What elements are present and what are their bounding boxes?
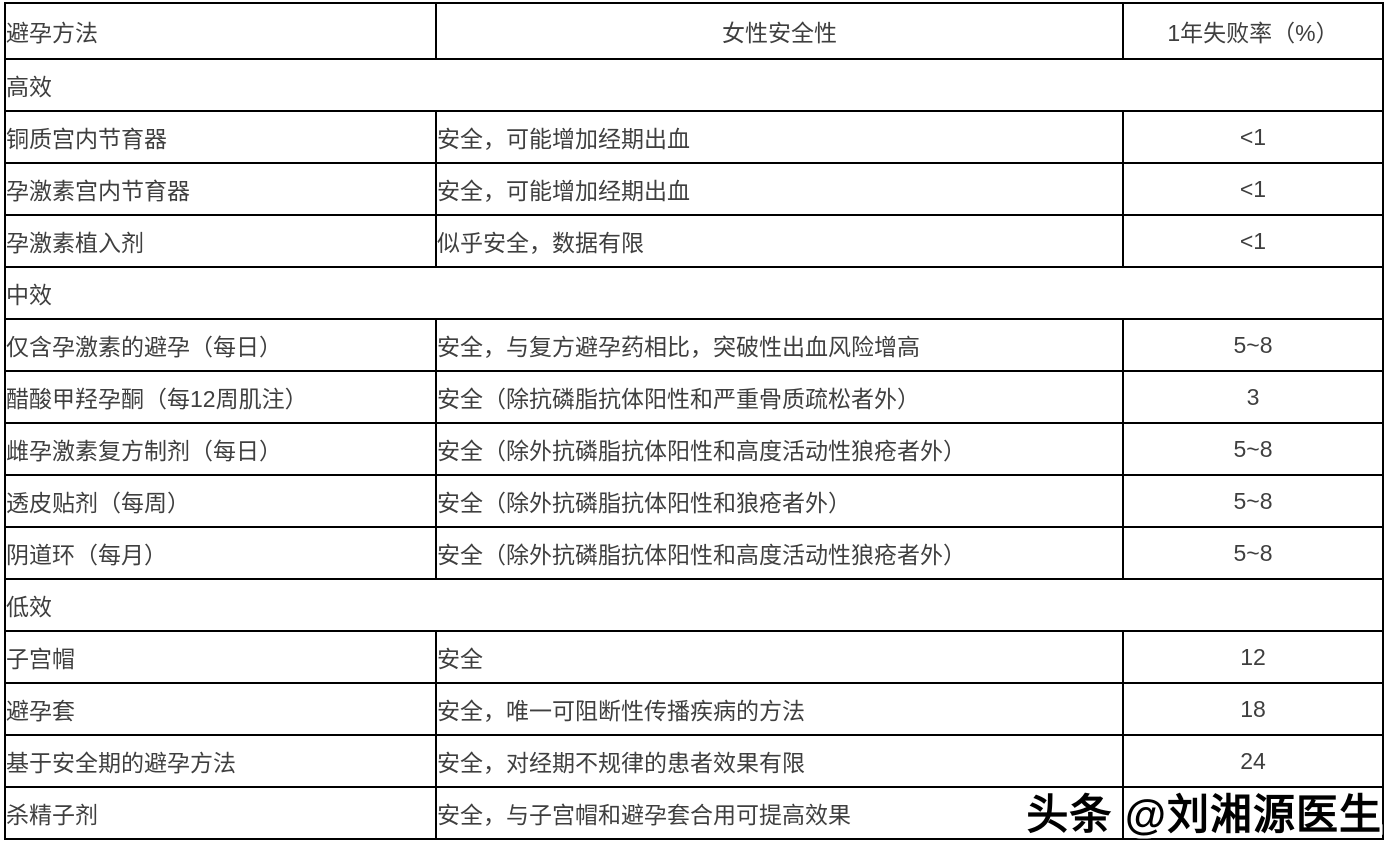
- header-safety: 女性安全性: [435, 2, 1124, 60]
- rate-cell: 5~8: [1122, 422, 1384, 476]
- table-row: 阴道环（每月） 安全（除外抗磷脂抗体阳性和高度活动性狼疮者外） 5~8: [4, 526, 1384, 580]
- section-label: 低效: [4, 578, 1384, 632]
- method-cell: 透皮贴剂（每周）: [4, 474, 437, 528]
- safety-cell: 安全，可能增加经期出血: [435, 162, 1124, 216]
- method-cell: 基于安全期的避孕方法: [4, 734, 437, 788]
- safety-cell: 安全，与复方避孕药相比，突破性出血风险增高: [435, 318, 1124, 372]
- safety-cell: 安全，对经期不规律的患者效果有限: [435, 734, 1124, 788]
- method-cell: 孕激素植入剂: [4, 214, 437, 268]
- rate-cell: 5~8: [1122, 474, 1384, 528]
- method-cell: 阴道环（每月）: [4, 526, 437, 580]
- table-row: 避孕套 安全，唯一可阻断性传播疾病的方法 18: [4, 682, 1384, 736]
- method-cell: 醋酸甲羟孕酮（每12周肌注）: [4, 370, 437, 424]
- contraception-table: 避孕方法 女性安全性 1年失败率（%） 高效 铜质宫内节育器 安全，可能增加经期…: [4, 2, 1384, 840]
- watermark: 头条 @刘湘源医生: [1026, 791, 1382, 838]
- method-cell: 避孕套: [4, 682, 437, 736]
- method-cell: 铜质宫内节育器: [4, 110, 437, 164]
- safety-cell: 安全，唯一可阻断性传播疾病的方法: [435, 682, 1124, 736]
- rate-cell: 5~8: [1122, 318, 1384, 372]
- rate-cell: <1: [1122, 110, 1384, 164]
- rate-cell: 12: [1122, 630, 1384, 684]
- rate-cell: 24: [1122, 734, 1384, 788]
- rate-cell: [1122, 786, 1384, 840]
- table-row: 子宫帽 安全 12: [4, 630, 1384, 684]
- table-row: 雌孕激素复方制剂（每日） 安全（除外抗磷脂抗体阳性和高度活动性狼疮者外） 5~8: [4, 422, 1384, 476]
- table-row: 醋酸甲羟孕酮（每12周肌注） 安全（除抗磷脂抗体阳性和严重骨质疏松者外） 3: [4, 370, 1384, 424]
- method-cell: 孕激素宫内节育器: [4, 162, 437, 216]
- rate-cell: <1: [1122, 214, 1384, 268]
- section-row: 高效: [4, 58, 1384, 112]
- table-header-row: 避孕方法 女性安全性 1年失败率（%）: [4, 2, 1384, 60]
- table-row: 基于安全期的避孕方法 安全，对经期不规律的患者效果有限 24: [4, 734, 1384, 788]
- rate-cell: 3: [1122, 370, 1384, 424]
- safety-cell: 安全: [435, 630, 1124, 684]
- method-cell: 仅含孕激素的避孕（每日）: [4, 318, 437, 372]
- header-rate: 1年失败率（%）: [1122, 2, 1384, 60]
- safety-cell: 似乎安全，数据有限: [435, 214, 1124, 268]
- table-row: 孕激素植入剂 似乎安全，数据有限 <1: [4, 214, 1384, 268]
- safety-cell: 安全（除外抗磷脂抗体阳性和高度活动性狼疮者外）: [435, 422, 1124, 476]
- section-row: 低效: [4, 578, 1384, 632]
- safety-cell: 安全（除外抗磷脂抗体阳性和高度活动性狼疮者外）: [435, 526, 1124, 580]
- header-method: 避孕方法: [4, 2, 437, 60]
- method-cell: 子宫帽: [4, 630, 437, 684]
- safety-cell: 安全（除抗磷脂抗体阳性和严重骨质疏松者外）: [435, 370, 1124, 424]
- table-body: 高效 铜质宫内节育器 安全，可能增加经期出血 <1 孕激素宫内节育器 安全，可能…: [4, 58, 1384, 840]
- table-row: 仅含孕激素的避孕（每日） 安全，与复方避孕药相比，突破性出血风险增高 5~8: [4, 318, 1384, 372]
- rate-cell: 18: [1122, 682, 1384, 736]
- method-cell: 杀精子剂: [4, 786, 437, 840]
- safety-cell: 安全，可能增加经期出血: [435, 110, 1124, 164]
- table-row: 透皮贴剂（每周） 安全（除外抗磷脂抗体阳性和狼疮者外） 5~8: [4, 474, 1384, 528]
- section-row: 中效: [4, 266, 1384, 320]
- safety-cell: 安全（除外抗磷脂抗体阳性和狼疮者外）: [435, 474, 1124, 528]
- safety-cell: 安全，与子宫帽和避孕套合用可提高效果: [435, 786, 1124, 840]
- table-row: 杀精子剂 安全，与子宫帽和避孕套合用可提高效果: [4, 786, 1384, 840]
- section-label: 高效: [4, 58, 1384, 112]
- rate-cell: <1: [1122, 162, 1384, 216]
- rate-cell: 5~8: [1122, 526, 1384, 580]
- table-row: 孕激素宫内节育器 安全，可能增加经期出血 <1: [4, 162, 1384, 216]
- method-cell: 雌孕激素复方制剂（每日）: [4, 422, 437, 476]
- table-row: 铜质宫内节育器 安全，可能增加经期出血 <1: [4, 110, 1384, 164]
- section-label: 中效: [4, 266, 1384, 320]
